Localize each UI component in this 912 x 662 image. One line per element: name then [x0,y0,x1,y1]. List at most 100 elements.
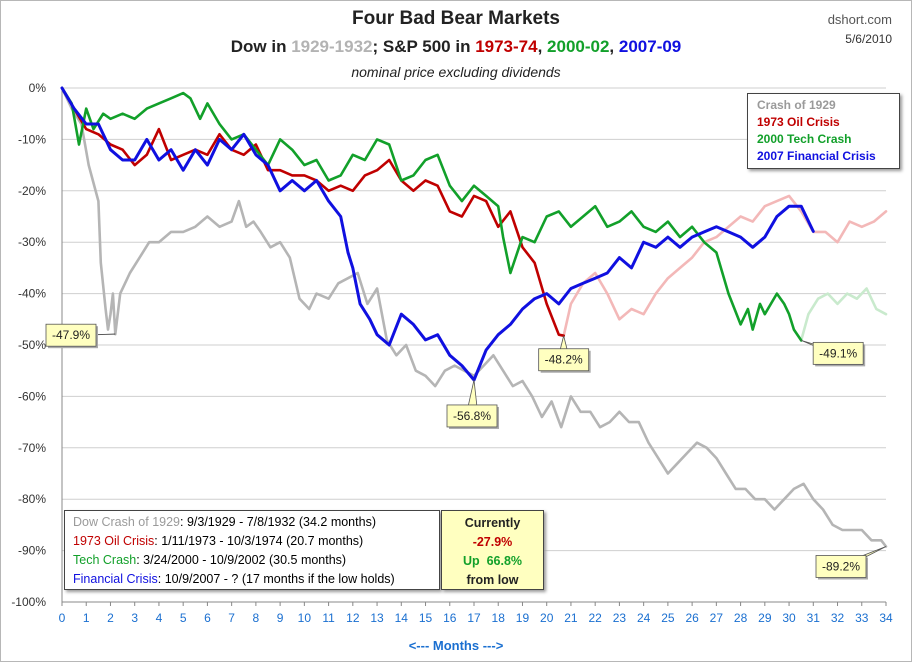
y-tick-label: -30% [18,235,46,249]
current-up-value: 66.8% [486,554,523,568]
chart-subtitle: Dow in 1929-1932; S&P 500 in 1973-74, 20… [0,37,912,57]
y-tick-label: -60% [18,389,46,403]
annotation-box [812,341,864,365]
subtitle-part: , [537,37,548,56]
x-tick-label: 16 [443,611,457,625]
x-tick-label: 19 [516,611,530,625]
subtitle-part-1973: 1973-74 [475,37,538,56]
subtitle-part-2007: 2007-09 [618,37,682,56]
x-tick-label: 28 [734,611,748,625]
x-axis-caption: <--- Months ---> [408,638,504,653]
current-from-low: from low [466,573,519,587]
date-label: 5/6/2010 [845,32,892,46]
info-label-2000: Tech Crash [73,553,137,567]
x-tick-label: 26 [685,611,699,625]
current-box: Currently -27.9% Up 66.8% from low [441,510,544,590]
x-tick-label: 33 [855,611,869,625]
annotation-box [446,404,498,428]
x-tick-label: 7 [228,611,235,625]
x-tick-label: 15 [419,611,433,625]
x-tick-label: 29 [758,611,772,625]
x-tick-label: 1 [83,611,90,625]
x-tick-label: 5 [180,611,187,625]
info-text-2000: : 3/24/2000 - 10/9/2002 (30.5 months) [136,553,347,567]
current-label: Currently [464,516,521,530]
series-line-2007-financial-crisis [60,86,815,382]
current-value: -27.9% [472,535,513,549]
x-tick-label: 2 [107,611,114,625]
annotation-label: -56.8% [453,409,491,423]
legend-item-2000: 2000 Tech Crash [757,132,852,146]
x-tick-label: 9 [277,611,284,625]
x-tick-label: 6 [204,611,211,625]
x-tick-label: 0 [59,611,66,625]
x-tick-label: 11 [322,611,335,625]
y-tick-label: -40% [18,287,46,301]
x-tick-label: 27 [710,611,724,625]
x-tick-label: 34 [879,611,893,625]
chart-note: nominal price excluding dividends [351,64,561,80]
series-line-2000-tech-crash [60,86,803,342]
y-tick-label: -80% [18,492,46,506]
legend: Crash of 1929 1973 Oil Crisis 2000 Tech … [747,93,900,169]
x-tick-label: 30 [782,611,796,625]
x-tick-label: 31 [807,611,821,625]
x-tick-label: 17 [467,611,481,625]
x-tick-label: 32 [831,611,845,625]
y-tick-label: -90% [18,544,46,558]
x-tick-label: 21 [564,611,578,625]
legend-item-2007: 2007 Financial Crisis [757,149,876,163]
y-tick-label: -10% [18,132,46,146]
annotation-label: -89.2% [822,559,860,573]
x-tick-label: 24 [637,611,651,625]
y-tick-label: -100% [11,595,46,609]
annotation-label: -48.2% [545,353,583,367]
series-line-2000-tech-crash-continued- [799,287,888,342]
x-tick-label: 13 [370,611,384,625]
info-text-2007: : 10/9/2007 - ? (17 months if the low ho… [157,572,395,586]
x-tick-label: 23 [613,611,627,625]
info-row-2000: Tech Crash: 3/24/2000 - 10/9/2002 (30.5 … [73,551,439,570]
subtitle-part: ; S&P 500 in [372,37,476,56]
x-tick-label: 3 [131,611,138,625]
series-line-crash-of-1929 [60,86,888,548]
x-tick-label: 20 [540,611,554,625]
y-tick-label: -50% [18,338,46,352]
info-label-1929: Dow Crash of 1929 [73,515,181,529]
x-tick-label: 25 [661,611,675,625]
annotation-box [538,348,590,372]
subtitle-part-2000: 2000-02 [547,37,610,56]
info-row-2007: Financial Crisis: 10/9/2007 - ? (17 mont… [73,570,439,589]
annotation-label: -47.9% [52,328,90,342]
legend-item-1929: Crash of 1929 [757,98,836,112]
annotation-box [45,323,97,347]
info-text-1973: : 1/11/1973 - 10/3/1974 (20.7 months) [154,534,364,548]
current-up: Up 66.8% [442,552,543,571]
series-line-1973-oil-crisis-continued- [562,194,888,338]
info-box: Dow Crash of 1929: 9/3/1929 - 7/8/1932 (… [64,510,440,590]
subtitle-part-1929: 1929-1932 [291,37,373,56]
current-up-prefix: Up [462,554,480,568]
subtitle-part: , [609,37,619,56]
x-tick-label: 18 [492,611,506,625]
info-text-1929: : 9/3/1929 - 7/8/1932 (34.2 months) [180,515,376,529]
x-tick-label: 14 [395,611,409,625]
x-tick-label: 22 [588,611,602,625]
x-tick-label: 4 [156,611,163,625]
info-row-1929: Dow Crash of 1929: 9/3/1929 - 7/8/1932 (… [73,513,439,532]
y-tick-label: 0% [29,81,47,95]
y-tick-label: -70% [18,441,46,455]
x-tick-label: 12 [346,611,360,625]
y-tick-label: -20% [18,184,46,198]
info-label-2007: Financial Crisis [73,572,158,586]
subtitle-part: Dow in [230,37,292,56]
chart-title: Four Bad Bear Markets [351,8,560,29]
info-label-1973: 1973 Oil Crisis [73,534,155,548]
info-row-1973: 1973 Oil Crisis: 1/11/1973 - 10/3/1974 (… [73,532,439,551]
source-label: dshort.com [827,12,892,27]
legend-item-1973: 1973 Oil Crisis [757,115,840,129]
annotation-label: -49.1% [819,346,857,360]
x-tick-label: 10 [298,611,312,625]
x-tick-label: 8 [253,611,260,625]
